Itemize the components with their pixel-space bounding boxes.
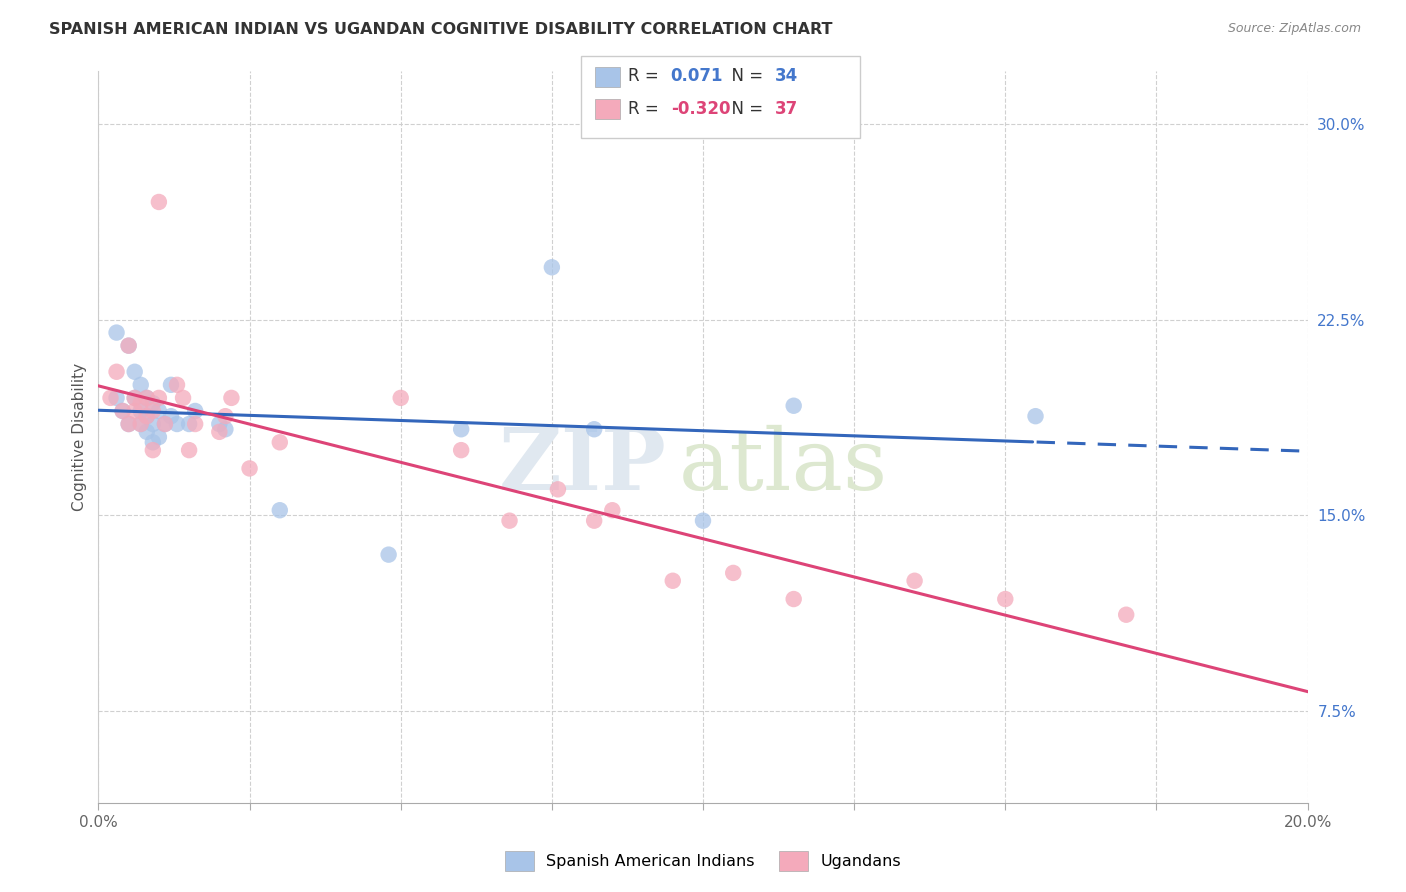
Point [124, 391, 146, 405]
Point [148, 404, 170, 418]
Point [450, 422, 472, 436]
Point [583, 514, 606, 528]
Point [129, 417, 152, 431]
Point [105, 391, 128, 405]
Point [602, 503, 624, 517]
Point [783, 399, 806, 413]
Point [129, 396, 152, 410]
Text: N =: N = [721, 100, 769, 118]
Point [124, 404, 146, 418]
Point [498, 514, 520, 528]
Point [135, 409, 157, 424]
Point [124, 391, 146, 405]
Point [166, 377, 188, 392]
Point [129, 417, 152, 431]
Point [118, 417, 141, 431]
Text: SPANISH AMERICAN INDIAN VS UGANDAN COGNITIVE DISABILITY CORRELATION CHART: SPANISH AMERICAN INDIAN VS UGANDAN COGNI… [49, 22, 832, 37]
Text: -0.320: -0.320 [671, 100, 730, 118]
Point [547, 483, 569, 497]
Point [583, 422, 606, 436]
Point [142, 396, 165, 410]
Text: Source: ZipAtlas.com: Source: ZipAtlas.com [1227, 22, 1361, 36]
Point [269, 435, 291, 450]
Point [118, 417, 141, 431]
Point [450, 443, 472, 458]
Point [239, 461, 262, 475]
Point [221, 391, 243, 405]
Text: R =: R = [628, 67, 665, 85]
Point [148, 391, 170, 405]
Point [783, 592, 806, 607]
Point [179, 443, 201, 458]
Point [142, 417, 165, 431]
Point [135, 425, 157, 439]
Text: N =: N = [721, 67, 769, 85]
Point [723, 566, 745, 580]
Point [1024, 409, 1046, 424]
Text: 34: 34 [775, 67, 799, 85]
Point [135, 409, 157, 424]
Point [148, 194, 170, 209]
Point [129, 377, 152, 392]
Y-axis label: Cognitive Disability: Cognitive Disability [72, 363, 87, 511]
Point [111, 404, 134, 418]
Point [208, 417, 231, 431]
Text: 37: 37 [775, 100, 799, 118]
Point [269, 503, 291, 517]
Point [172, 391, 194, 405]
Point [377, 548, 399, 562]
Point [661, 574, 683, 588]
Point [135, 391, 157, 405]
Text: atlas: atlas [679, 425, 889, 508]
Point [179, 417, 201, 431]
Point [994, 592, 1017, 607]
Point [160, 377, 183, 392]
Point [129, 404, 152, 418]
Point [118, 338, 141, 352]
Point [142, 404, 165, 418]
Point [111, 404, 134, 418]
Point [100, 391, 122, 405]
Legend: Spanish American Indians, Ugandans: Spanish American Indians, Ugandans [496, 844, 910, 879]
Point [214, 422, 236, 436]
Point [214, 409, 236, 424]
Text: 0.071: 0.071 [671, 67, 723, 85]
Point [142, 435, 165, 450]
Point [166, 417, 188, 431]
Point [105, 326, 128, 340]
Point [540, 260, 562, 275]
Point [135, 391, 157, 405]
Point [904, 574, 927, 588]
Point [153, 417, 176, 431]
Point [153, 417, 176, 431]
Point [124, 365, 146, 379]
Point [160, 409, 183, 424]
Text: R =: R = [628, 100, 665, 118]
Point [208, 425, 231, 439]
Point [118, 338, 141, 352]
Point [692, 514, 714, 528]
Point [148, 430, 170, 444]
Point [184, 417, 207, 431]
Point [389, 391, 412, 405]
Point [105, 365, 128, 379]
Text: ZIP: ZIP [499, 425, 666, 508]
Point [142, 443, 165, 458]
Point [184, 404, 207, 418]
Point [1115, 607, 1137, 622]
